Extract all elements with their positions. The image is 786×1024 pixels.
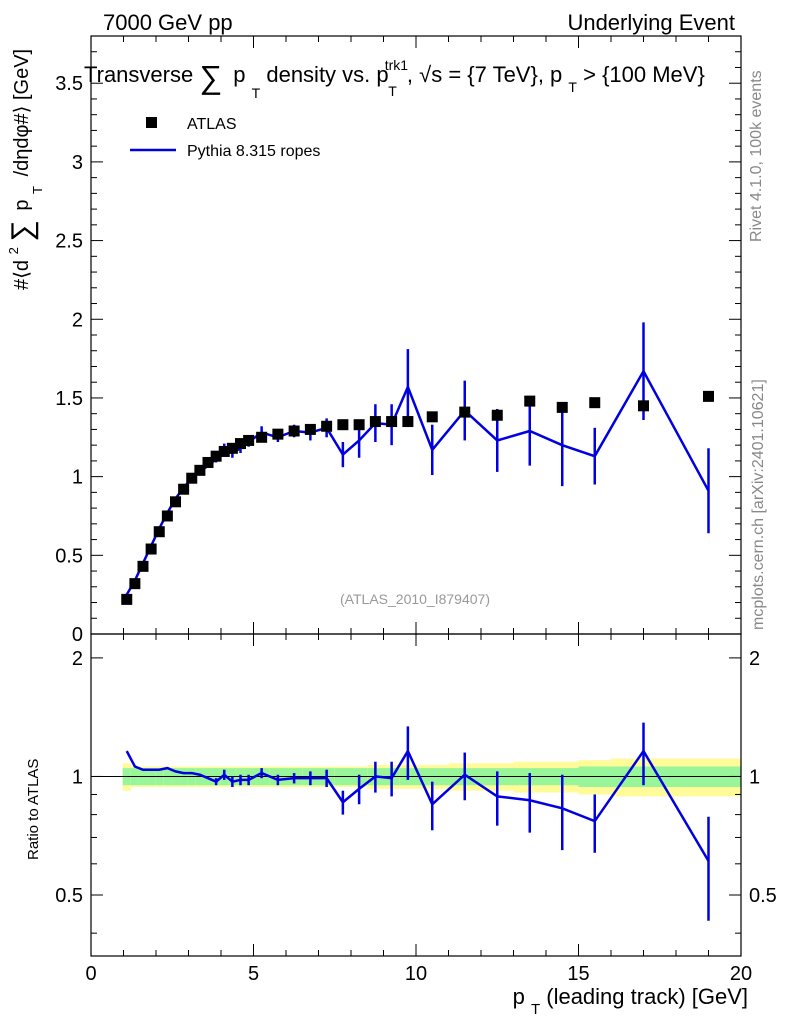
main-ytick-label: 2 xyxy=(72,309,83,331)
atlas-point xyxy=(218,445,230,457)
xtick-label: 10 xyxy=(405,963,427,985)
atlas-point xyxy=(491,409,503,421)
atlas-point xyxy=(369,416,381,428)
atlas-point xyxy=(153,526,165,538)
atlas-point xyxy=(161,510,173,522)
atlas-point xyxy=(210,450,222,462)
header-right: Underlying Event xyxy=(567,10,735,35)
main-ytick-label: 0.5 xyxy=(55,545,83,567)
rivet-label: Rivet 4.1.0, 100k events xyxy=(748,70,765,242)
ratio-mc-series xyxy=(125,722,710,921)
atlas-point xyxy=(272,428,284,440)
analysis-reference: (ATLAS_2010_I879407) xyxy=(340,591,490,607)
atlas-point xyxy=(426,411,438,423)
atlas-point xyxy=(137,560,149,572)
header-left: 7000 GeV pp xyxy=(103,10,233,35)
atlas-point xyxy=(402,416,414,428)
atlas-point xyxy=(129,578,141,590)
atlas-point xyxy=(288,425,300,437)
xtick-label: 15 xyxy=(567,963,589,985)
main-ytick-labels: 0 0.5 1 1.5 2 2.5 3 3.5 xyxy=(55,73,83,646)
atlas-point xyxy=(256,431,268,443)
legend-atlas-marker xyxy=(146,117,157,128)
main-ytick-label: 3 xyxy=(72,152,83,174)
atlas-point xyxy=(145,543,157,555)
mc-line xyxy=(125,368,710,596)
atlas-point xyxy=(459,406,471,418)
xlabel: p T (leading track) [GeV] xyxy=(513,984,748,1019)
xtick-label: 5 xyxy=(248,963,259,985)
legend-atlas-label: ATLAS xyxy=(187,116,237,133)
main-ytick-label: 2.5 xyxy=(55,231,83,253)
atlas-point xyxy=(243,434,255,446)
atlas-point xyxy=(589,397,601,409)
ratio-ytick-label-right: 1 xyxy=(749,766,760,788)
chart-title: Transverse ∑ p T density vs. p trk1 T , … xyxy=(84,50,705,103)
atlas-point xyxy=(321,420,333,432)
ratio-ytick-label-right: 2 xyxy=(749,648,760,670)
ratio-ytick-label: 2 xyxy=(72,648,83,670)
main-ytick-label: 3.5 xyxy=(55,73,83,95)
ratio-ytick-labels: 0.5 0.5 1 1 2 2 xyxy=(55,648,777,907)
atlas-point xyxy=(194,464,206,476)
atlas-point xyxy=(524,395,536,407)
xtick-label: 20 xyxy=(730,963,752,985)
atlas-point xyxy=(170,496,181,508)
ratio-ylabel: Ratio to ATLAS xyxy=(25,759,42,860)
atlas-point xyxy=(226,442,238,454)
main-ytick-label: 0 xyxy=(72,624,83,646)
ratio-panel: 0.5 0.5 1 1 2 2 0 5 10 15 20 xyxy=(55,633,777,985)
atlas-point xyxy=(202,456,214,468)
main-ylabel: #⟨d 2 ∑ p T /dηdφ#⟩ [GeV] xyxy=(1,49,47,290)
main-ytick-label: 1 xyxy=(72,467,83,489)
ratio-ytick-label-right: 0.5 xyxy=(749,885,777,907)
atlas-point xyxy=(304,423,316,435)
atlas-point xyxy=(556,401,568,413)
atlas-point xyxy=(235,438,246,450)
ratio-mc-line xyxy=(125,748,710,862)
atlas-series xyxy=(121,390,714,605)
ratio-ytick-label: 1 xyxy=(72,766,83,788)
xtick-labels: 0 5 10 15 20 xyxy=(85,963,752,985)
atlas-point xyxy=(386,416,398,428)
mcplots-label: mcplots.cern.ch [arXiv:2401.10621] xyxy=(750,379,767,630)
main-ytick-label: 1.5 xyxy=(55,388,83,410)
atlas-point xyxy=(353,419,365,431)
atlas-point xyxy=(638,400,649,412)
legend-mc-label: Pythia 8.315 ropes xyxy=(187,143,320,160)
atlas-point xyxy=(178,483,190,495)
atlas-point xyxy=(121,593,133,605)
ratio-frame xyxy=(90,633,742,957)
atlas-point xyxy=(703,390,714,402)
xtick-label: 0 xyxy=(85,963,96,985)
ratio-ytick-label: 0.5 xyxy=(55,885,83,907)
atlas-point xyxy=(337,419,349,431)
main-panel: 0 0.5 1 1.5 2 2.5 3 3.5 Transverse ∑ p T densit… xyxy=(55,35,742,646)
atlas-point xyxy=(186,472,198,484)
